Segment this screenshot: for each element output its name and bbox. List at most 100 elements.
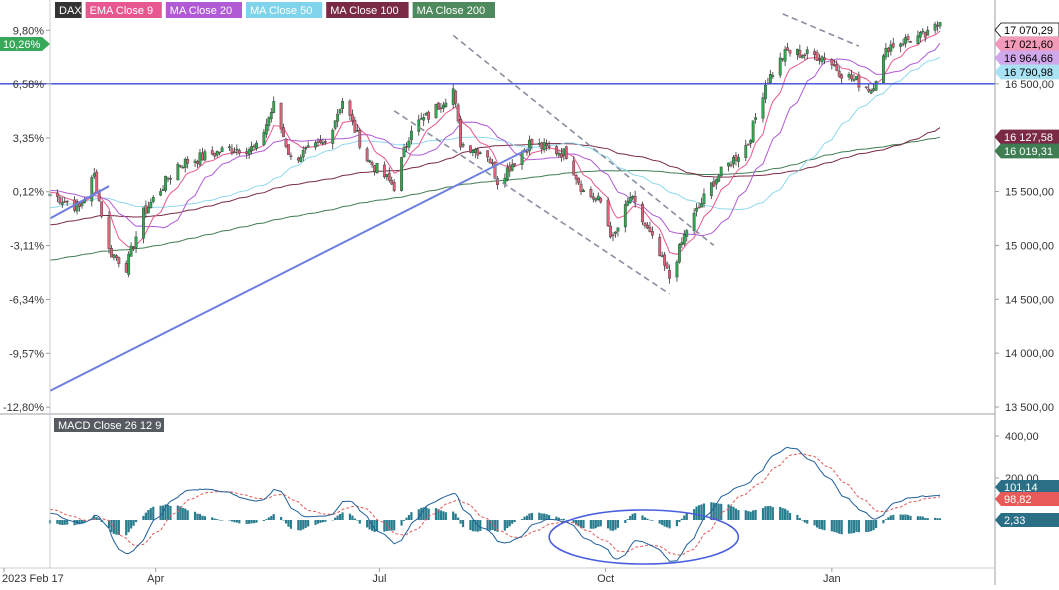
macd-ellipse-annotation[interactable] (548, 509, 740, 565)
legend-item-label[interactable]: MA Close 50 (250, 5, 312, 17)
candle (306, 145, 310, 148)
macd-histogram-bar (117, 520, 120, 535)
candle (90, 177, 94, 202)
candle (916, 35, 920, 44)
candle (387, 172, 391, 181)
macd-histogram-bar (61, 520, 64, 525)
pct-tick-label: -6,34% (9, 294, 44, 306)
candle (55, 192, 59, 197)
macd-histogram-bar (248, 520, 251, 524)
macd-histogram-bar (147, 510, 150, 520)
macd-histogram-bar (712, 502, 715, 520)
macd-histogram-bar (375, 520, 379, 532)
macd-histogram-bar (806, 520, 809, 524)
candle (717, 175, 721, 182)
annotations[interactable] (0, 13, 995, 392)
macd-histogram-bar (393, 520, 396, 531)
macd-histogram-bar (702, 503, 706, 520)
candle (151, 197, 155, 202)
legend-item-box[interactable] (85, 2, 162, 18)
macd-histogram-bar (302, 520, 305, 530)
candle (441, 104, 445, 109)
candle (471, 150, 475, 153)
macd-histogram-bar (631, 513, 634, 520)
legend-item-label[interactable]: MA Close 200 (417, 5, 485, 17)
candle (144, 205, 148, 214)
candle (783, 49, 787, 62)
candle (402, 147, 406, 157)
macd-histogram-bar (66, 520, 69, 525)
candle (142, 207, 145, 239)
legend-item-label[interactable]: MA Close 20 (170, 5, 232, 17)
candle (918, 31, 922, 38)
candle (454, 90, 458, 104)
candle (594, 198, 598, 201)
candle (729, 164, 733, 167)
legend[interactable]: DAX EMA Close 9 MA Close 20 MA Close 50 MA C… (55, 2, 495, 18)
candle (837, 70, 841, 77)
macd-histogram-bar (813, 520, 816, 526)
macd-histogram-bar (95, 517, 98, 520)
legend-item-box[interactable] (412, 2, 495, 18)
candle (245, 151, 249, 155)
macd-histogram-bar (924, 517, 927, 520)
legend-item-box[interactable] (246, 2, 323, 18)
macd-histogram-bar (201, 515, 204, 520)
candle (746, 143, 750, 146)
candle (459, 119, 462, 148)
trendline[interactable] (782, 13, 860, 47)
channel-lower-line[interactable] (393, 110, 671, 295)
legend-item-label[interactable]: DAX (59, 5, 82, 17)
candle (424, 113, 428, 116)
macd-histogram-bar (280, 516, 283, 520)
macd-label-box (54, 418, 164, 432)
legend-item-box[interactable] (165, 2, 242, 18)
candle (117, 257, 121, 265)
candle (788, 50, 792, 54)
candle (314, 142, 317, 148)
trendline[interactable] (49, 147, 530, 392)
candle (823, 57, 826, 61)
candle (643, 222, 647, 226)
macd-histogram-bar (557, 517, 561, 520)
macd-histogram-bar (916, 516, 919, 520)
candle (176, 163, 180, 181)
trendline[interactable] (49, 185, 110, 220)
pct-tick-label: 9,80% (13, 25, 44, 37)
candle (525, 151, 529, 153)
legend-item-label[interactable]: EMA Close 9 (90, 5, 154, 17)
candle (572, 160, 576, 176)
macd-histogram-bar (503, 520, 506, 531)
legend-item-label[interactable]: MA Close 100 (330, 5, 398, 17)
macd-histogram-bar (921, 516, 924, 520)
candle (255, 142, 258, 149)
macd-histogram-bar (771, 507, 774, 520)
candle (183, 158, 187, 168)
macd-histogram-bar (658, 520, 661, 524)
legend-item-box[interactable] (326, 2, 409, 18)
candle (815, 52, 819, 61)
macd-histogram-bar (493, 520, 497, 531)
macd-histogram-bar (872, 520, 875, 531)
pct-current-badge (0, 37, 50, 51)
macd-histogram-bar (405, 517, 408, 520)
pct-tick-label: 6,58% (13, 79, 44, 91)
macd-histogram-bar (164, 504, 167, 520)
pct-tick-label: 0,12% (13, 187, 44, 199)
macd-histogram-bar (351, 515, 354, 520)
macd-histogram-bar (852, 520, 856, 534)
candle (921, 30, 925, 33)
macd-histogram-bar (641, 515, 644, 520)
candle (857, 74, 861, 88)
channel-upper-line[interactable] (452, 34, 715, 247)
candle (319, 140, 322, 143)
macd-histogram-bar (284, 520, 288, 524)
macd-tick-label: 400,00 (1005, 431, 1039, 443)
candle (365, 148, 369, 162)
pct-tick-label: 3,35% (13, 133, 44, 145)
legend-item-box[interactable] (55, 2, 82, 18)
macd-histogram-bar (132, 520, 135, 526)
macd-histogram-bar (855, 520, 858, 532)
